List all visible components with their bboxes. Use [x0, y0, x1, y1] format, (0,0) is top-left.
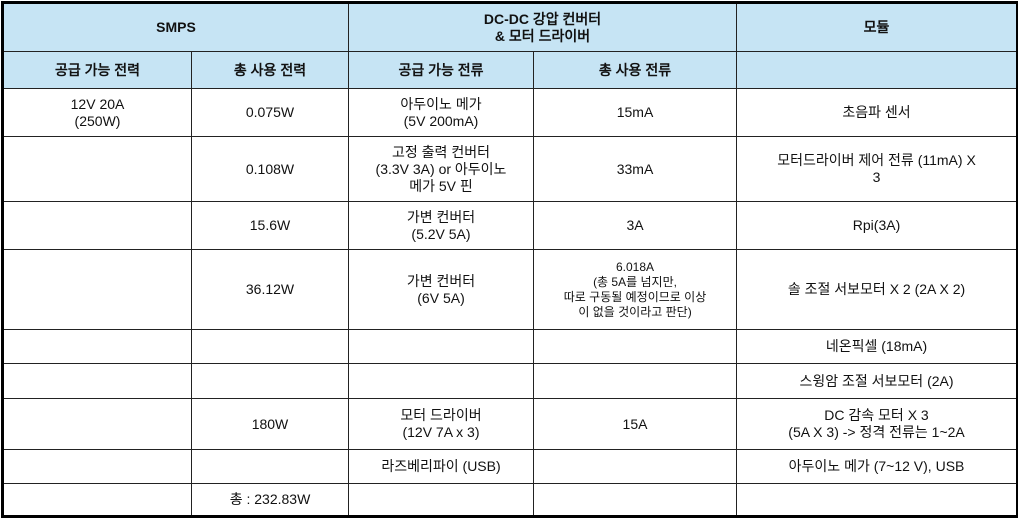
cell-total-current	[532, 483, 738, 517]
cell-total-power: 총 : 232.83W	[191, 483, 349, 517]
header-total-power: 총 사용 전력	[191, 51, 349, 89]
cell-total-power: 36.12W	[191, 249, 349, 330]
cell-module: 스윙암 조절 서보모터 (2A)	[736, 363, 1018, 399]
cell-module: 초음파 센서	[736, 88, 1018, 137]
header-supply-current: 공급 가능 전류	[348, 51, 534, 89]
cell-supply-power	[2, 449, 192, 484]
cell-total-power	[191, 449, 349, 484]
cell-supply-power	[2, 398, 192, 450]
header-dcdc: DC-DC 강압 컨버터 & 모터 드라이버	[347, 2, 738, 52]
cell-total-current: 6.018A (총 5A를 넘지만, 따로 구동될 예정이므로 이상 이 없을 …	[532, 249, 738, 330]
cell-total-power: 15.6W	[191, 201, 349, 250]
cell-total-power	[191, 363, 349, 399]
table-row: 총 : 232.83W	[2, 483, 1018, 517]
cell-supply-current: 가변 컨버터 (6V 5A)	[348, 249, 534, 330]
cell-supply-power	[2, 249, 192, 330]
cell-supply-power	[2, 483, 192, 517]
cell-total-current	[532, 449, 738, 484]
cell-total-current	[532, 363, 738, 399]
cell-total-power: 0.075W	[191, 88, 349, 137]
cell-supply-current: 모터 드라이버 (12V 7A x 3)	[348, 398, 534, 450]
table-row: 12V 20A (250W) 0.075W 아두이노 메가 (5V 200mA) 15…	[2, 88, 1018, 137]
table-row: 36.12W 가변 컨버터 (6V 5A) 6.018A (총 5A를 넘지만, 따…	[2, 249, 1018, 330]
cell-total-current: 15mA	[532, 88, 738, 137]
cell-total-current: 33mA	[532, 136, 738, 202]
header-smps: SMPS	[2, 2, 349, 52]
cell-supply-current: 아두이노 메가 (5V 200mA)	[348, 88, 534, 137]
cell-module: Rpi(3A)	[736, 201, 1018, 250]
cell-module: 아두이노 메가 (7~12 V), USB	[736, 449, 1018, 484]
table-body: 12V 20A (250W) 0.075W 아두이노 메가 (5V 200mA) 15…	[2, 88, 1018, 517]
cell-supply-current: 라즈베리파이 (USB)	[348, 449, 534, 484]
cell-module: 솔 조절 서보모터 X 2 (2A X 2)	[736, 249, 1018, 330]
table-row: 스윙암 조절 서보모터 (2A)	[2, 363, 1018, 399]
cell-module	[736, 483, 1018, 517]
cell-total-current: 15A	[532, 398, 738, 450]
cell-supply-power	[2, 329, 192, 364]
cell-supply-current: 고정 출력 컨버터 (3.3V 3A) or 아두이노 메가 5V 핀	[348, 136, 534, 202]
cell-supply-power	[2, 136, 192, 202]
cell-supply-power: 12V 20A (250W)	[2, 88, 192, 137]
cell-module: 네온픽셀 (18mA)	[736, 329, 1018, 364]
header-module-blank	[736, 51, 1018, 89]
header-supply-power: 공급 가능 전력	[2, 51, 192, 89]
cell-total-power: 180W	[191, 398, 349, 450]
header-module: 모듈	[736, 2, 1018, 52]
cell-supply-power	[2, 201, 192, 250]
cell-supply-current: 가변 컨버터 (5.2V 5A)	[348, 201, 534, 250]
cell-supply-power	[2, 363, 192, 399]
cell-total-power: 0.108W	[191, 136, 349, 202]
table-row: 라즈베리파이 (USB) 아두이노 메가 (7~12 V), USB	[2, 449, 1018, 484]
cell-supply-current	[348, 483, 534, 517]
cell-module: DC 감속 모터 X 3 (5A X 3) -> 정격 전류는 1~2A	[736, 398, 1018, 450]
cell-supply-current	[348, 363, 534, 399]
cell-total-power	[191, 329, 349, 364]
header-total-current: 총 사용 전류	[532, 51, 738, 89]
cell-module: 모터드라이버 제어 전류 (11mA) X 3	[736, 136, 1018, 202]
cell-total-current	[532, 329, 738, 364]
table-row: 네온픽셀 (18mA)	[2, 329, 1018, 364]
table-row: 0.108W 고정 출력 컨버터 (3.3V 3A) or 아두이노 메가 5V …	[2, 136, 1018, 202]
table-row: 15.6W 가변 컨버터 (5.2V 5A) 3A Rpi(3A)	[2, 201, 1018, 250]
table-row: 180W 모터 드라이버 (12V 7A x 3) 15A DC 감속 모터 X 3 …	[2, 398, 1018, 450]
cell-supply-current	[348, 329, 534, 364]
cell-total-current: 3A	[532, 201, 738, 250]
